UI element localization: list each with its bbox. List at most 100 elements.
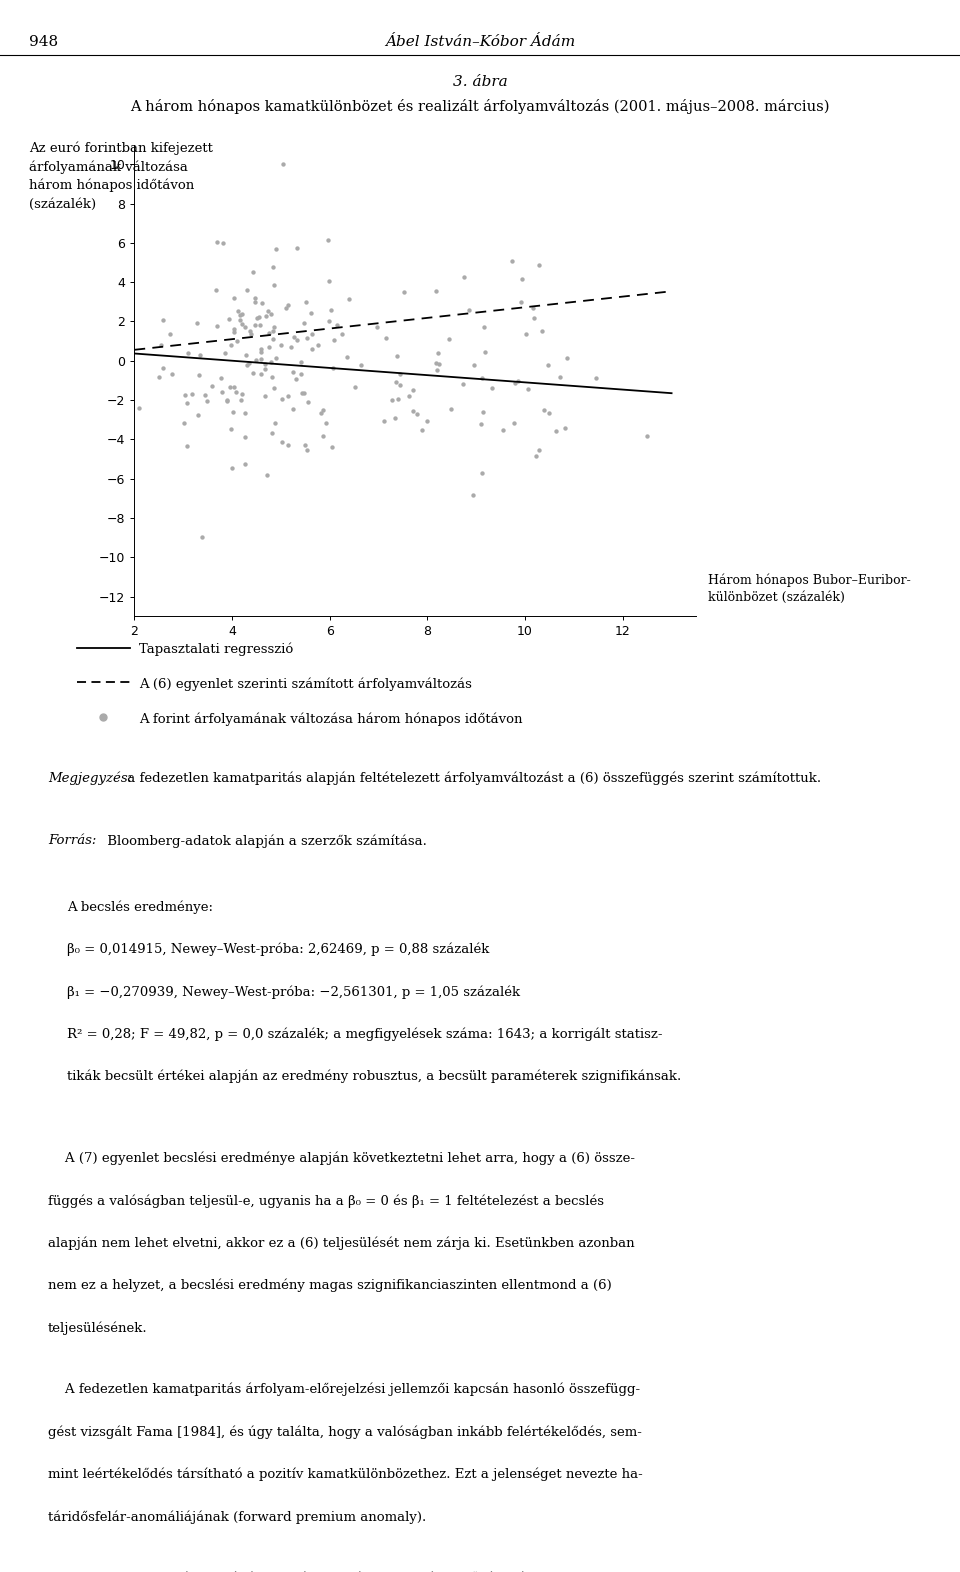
Point [414, 418, 429, 443]
Text: A fedezetlen kamatparitás árfolyam-előrejelzési jellemzői kapcsán hasonló összef: A fedezetlen kamatparitás árfolyam-előre… [48, 1383, 640, 1396]
Point [226, 286, 241, 311]
Point [156, 307, 171, 332]
Point [298, 432, 313, 457]
Point [233, 302, 249, 327]
Point [239, 277, 254, 302]
Point [280, 432, 296, 457]
Text: gést vizsgált Fama [1984], és úgy találta, hogy a valóságban inkább felértékelőd: gést vizsgált Fama [1984], és úgy talált… [48, 1426, 642, 1438]
Point [406, 377, 421, 402]
Point [267, 376, 282, 401]
Point [324, 297, 339, 322]
Point [315, 423, 330, 448]
Point [475, 399, 491, 424]
Text: mint leértékelődés társítható a pozitív kamatkülönbözethez. Ezt a jelenséget nev: mint leértékelődés társítható a pozitív … [48, 1468, 643, 1481]
Point [300, 325, 315, 351]
Point [184, 382, 200, 407]
Point [430, 341, 445, 366]
Point [252, 313, 268, 338]
Text: A forint árfolyamának változása három hónapos időtávon: A forint árfolyamának változása három hó… [139, 712, 522, 726]
Point [204, 374, 220, 399]
Point [316, 398, 331, 423]
Point [238, 343, 253, 368]
Point [178, 384, 193, 409]
Text: teljesülésének.: teljesülésének. [48, 1322, 148, 1335]
Point [217, 341, 232, 366]
Point [260, 299, 276, 324]
Point [409, 401, 424, 426]
Point [224, 417, 239, 442]
Point [457, 264, 472, 289]
Point [293, 349, 308, 374]
Text: alapján nem lehet elvetni, akkor ez a (6) teljesülését nem zárja ki. Esetünkben : alapján nem lehet elvetni, akkor ez a (6… [48, 1237, 635, 1250]
Point [190, 402, 205, 428]
Point [267, 272, 282, 297]
Point [401, 384, 417, 409]
Point [156, 355, 171, 380]
Point [227, 374, 242, 399]
Point [278, 296, 294, 321]
Point [341, 286, 356, 311]
Point [285, 396, 300, 421]
Point [230, 299, 246, 324]
Point [339, 344, 354, 369]
Point [286, 324, 301, 349]
Point [240, 352, 255, 377]
Point [369, 314, 384, 340]
Point [456, 371, 471, 396]
Point [526, 305, 541, 330]
Point [233, 388, 249, 413]
Point [531, 437, 546, 462]
Point [495, 418, 511, 443]
Point [419, 409, 434, 434]
Point [389, 343, 404, 368]
Point [266, 314, 281, 340]
Text: nem ez a helyzet, a becslési eredmény magas szignifikanciaszinten ellentmond a (: nem ez a helyzet, a becslési eredmény ma… [48, 1280, 612, 1292]
Point [263, 302, 278, 327]
Point [405, 399, 420, 424]
Text: R² = 0,28; F = 49,82, p = 0,0 százalék; a megfigyelések száma: 1643; a korrigált: R² = 0,28; F = 49,82, p = 0,0 százalék; … [67, 1028, 662, 1041]
Point [485, 376, 500, 401]
Point [132, 395, 147, 420]
Point [280, 292, 296, 318]
Text: Forrás:: Forrás: [48, 835, 96, 847]
Point [261, 333, 276, 358]
Point [321, 228, 336, 253]
Text: A (6) egyenlet szerinti számított árfolyamváltozás: A (6) egyenlet szerinti számított árfoly… [139, 678, 472, 692]
Point [207, 277, 223, 302]
Text: táridősfelár-anomáliájának (forward premium anomaly).: táridősfelár-anomáliájának (forward prem… [48, 1511, 426, 1523]
Point [234, 302, 250, 327]
Point [237, 314, 252, 340]
Point [548, 418, 564, 443]
Point [192, 363, 207, 388]
Point [216, 231, 231, 256]
Text: függés a valóságban teljesül-e, ugyanis ha a β₀ = 0 és β₁ = 1 feltételezést a be: függés a valóságban teljesül-e, ugyanis … [48, 1195, 604, 1207]
Point [321, 308, 336, 333]
Point [514, 289, 529, 314]
Point [353, 352, 369, 377]
Point [525, 296, 540, 321]
Point [242, 319, 257, 344]
Point [476, 314, 492, 340]
Point [193, 343, 208, 368]
Text: 3. ábra: 3. ábra [452, 75, 508, 90]
Point [285, 360, 300, 385]
Point [249, 305, 264, 330]
Point [265, 319, 280, 344]
Point [214, 380, 229, 406]
Point [560, 346, 575, 371]
Point [376, 409, 392, 434]
Point [152, 365, 167, 390]
Point [474, 365, 490, 390]
Point [273, 332, 288, 357]
Point [295, 380, 310, 406]
Text: Megjegyzés:: Megjegyzés: [48, 772, 132, 786]
Point [162, 321, 178, 346]
Point [253, 340, 269, 365]
Point [248, 347, 263, 373]
Point [462, 297, 477, 322]
Point [232, 308, 248, 333]
Point [226, 321, 241, 346]
Point [388, 369, 403, 395]
Point [510, 368, 525, 393]
Point [507, 410, 522, 435]
